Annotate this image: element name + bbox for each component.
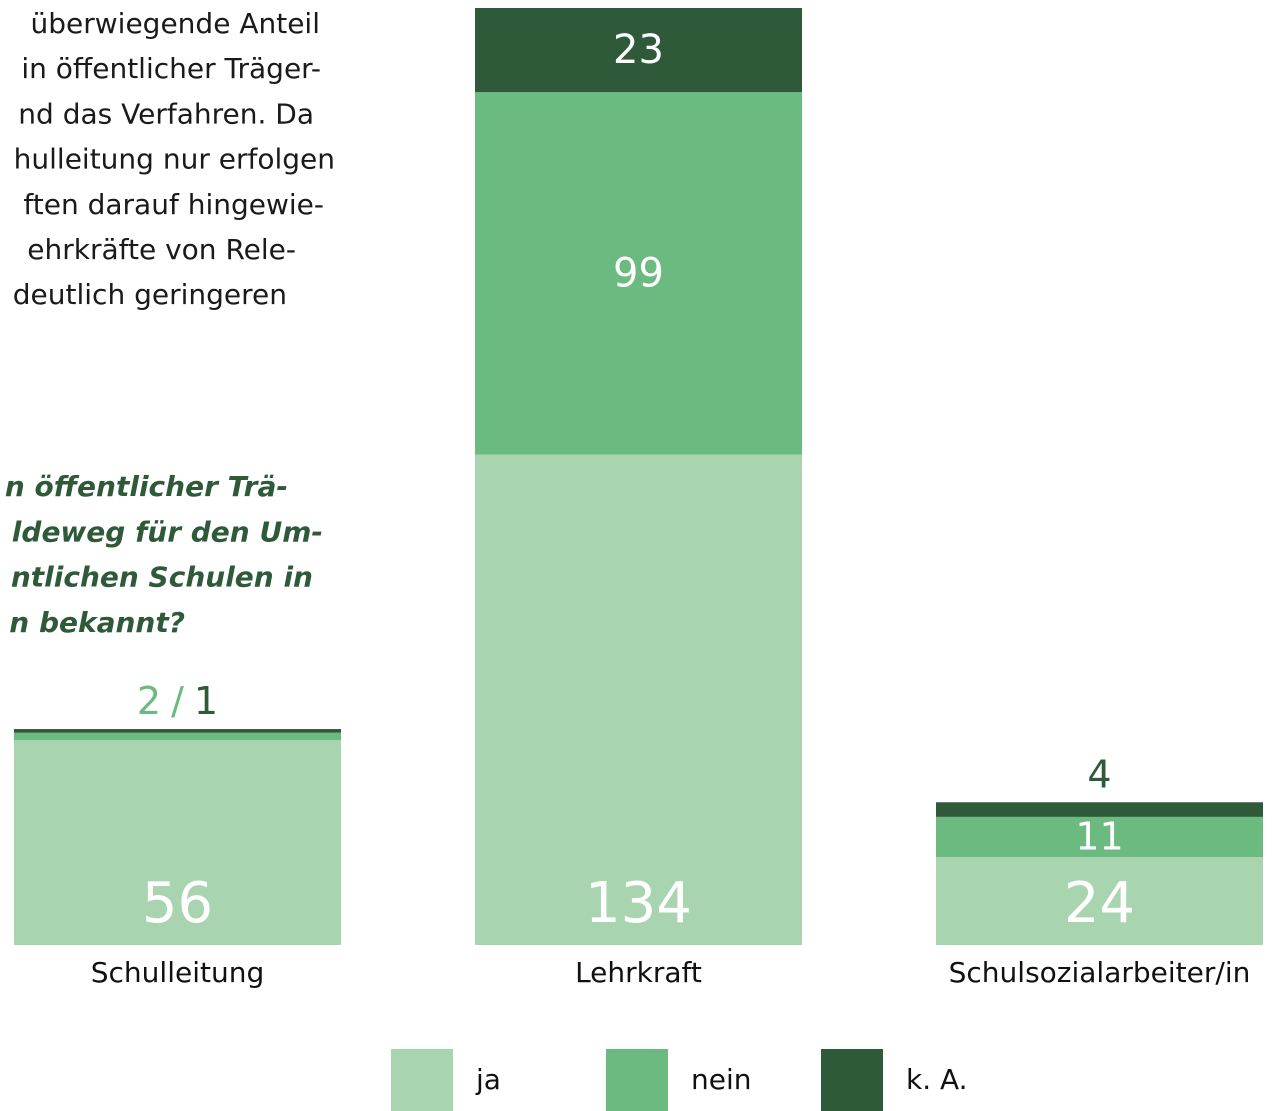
paragraph-line: ften darauf hingewie- [23,188,324,221]
paragraph-line: deutlich geringeren [13,278,287,311]
question-line: n bekannt? [9,606,185,639]
question-line: n öffentlicher Trä- [5,470,288,503]
question-line: ldeweg für den Um- [12,515,323,548]
bar-segment [14,729,341,733]
bar-segment [475,8,802,93]
bar-segment [936,816,1263,858]
question-line: ntlichen Schulen in [11,561,313,594]
x-tick-label: Lehrkraft [575,956,702,989]
bar-segment [936,857,1263,945]
bar-segment [936,802,1263,817]
bar-segment [14,740,341,945]
paragraph-line: überwiegende Anteil [31,7,320,40]
data-label-group: 2/1 [137,679,218,723]
paragraph-line: nd das Verfahren. Da [18,97,314,130]
data-label-group: 4 [1087,752,1111,796]
bar-segment [475,454,802,945]
paragraph-line: ehrkräfte von Rele- [27,233,296,266]
data-label: 2 [137,679,161,723]
label-separator: / [171,679,184,723]
data-label: 4 [1087,752,1111,796]
legend-swatch [821,1049,883,1111]
bar-segment [475,92,802,455]
legend-label: nein [691,1063,752,1096]
data-label: 11 [1075,815,1123,859]
legend-swatch [391,1049,453,1111]
legend-label: k. A. [906,1063,968,1096]
data-label: 134 [585,871,692,936]
data-label: 24 [1064,871,1135,936]
legend-swatch [606,1049,668,1111]
data-label: 56 [142,871,213,936]
data-label: 1 [194,679,218,723]
bar-segment [14,732,341,741]
x-tick-label: Schulleitung [91,956,264,989]
paragraph-line: hulleitung nur erfolgen [14,143,335,176]
data-label: 99 [613,250,664,296]
paragraph-line: in öffentlicher Träger- [21,52,321,85]
x-tick-label: Schulsozialarbeiter/in [949,956,1251,989]
data-label: 23 [613,27,664,73]
legend-label: ja [475,1063,501,1096]
